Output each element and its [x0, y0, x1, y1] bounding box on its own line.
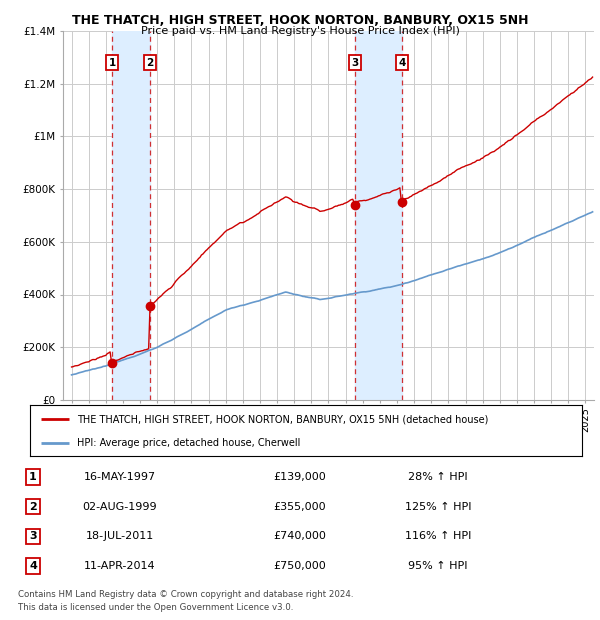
Bar	[355, 31, 402, 400]
Text: 1: 1	[109, 58, 116, 68]
Text: 125% ↑ HPI: 125% ↑ HPI	[405, 502, 471, 512]
Text: £139,000: £139,000	[274, 472, 326, 482]
Text: £355,000: £355,000	[274, 502, 326, 512]
Bar	[112, 31, 150, 400]
Text: 2: 2	[146, 58, 154, 68]
Text: 11-APR-2014: 11-APR-2014	[84, 561, 156, 571]
Text: £750,000: £750,000	[274, 561, 326, 571]
Text: 95% ↑ HPI: 95% ↑ HPI	[408, 561, 468, 571]
Text: £740,000: £740,000	[274, 531, 326, 541]
Text: 3: 3	[351, 58, 359, 68]
Text: 116% ↑ HPI: 116% ↑ HPI	[405, 531, 471, 541]
Text: 16-MAY-1997: 16-MAY-1997	[84, 472, 156, 482]
Text: This data is licensed under the Open Government Licence v3.0.: This data is licensed under the Open Gov…	[18, 603, 293, 612]
Text: 4: 4	[29, 561, 37, 571]
Text: 02-AUG-1999: 02-AUG-1999	[83, 502, 157, 512]
Text: 4: 4	[398, 58, 406, 68]
Text: 28% ↑ HPI: 28% ↑ HPI	[408, 472, 468, 482]
Text: 1: 1	[29, 472, 37, 482]
Text: THE THATCH, HIGH STREET, HOOK NORTON, BANBURY, OX15 5NH: THE THATCH, HIGH STREET, HOOK NORTON, BA…	[72, 14, 528, 27]
Text: 18-JUL-2011: 18-JUL-2011	[86, 531, 154, 541]
Text: Contains HM Land Registry data © Crown copyright and database right 2024.: Contains HM Land Registry data © Crown c…	[18, 590, 353, 600]
Text: HPI: Average price, detached house, Cherwell: HPI: Average price, detached house, Cher…	[77, 438, 300, 448]
Text: 2: 2	[29, 502, 37, 512]
Text: Price paid vs. HM Land Registry's House Price Index (HPI): Price paid vs. HM Land Registry's House …	[140, 26, 460, 36]
Text: THE THATCH, HIGH STREET, HOOK NORTON, BANBURY, OX15 5NH (detached house): THE THATCH, HIGH STREET, HOOK NORTON, BA…	[77, 414, 488, 424]
Text: 3: 3	[29, 531, 37, 541]
